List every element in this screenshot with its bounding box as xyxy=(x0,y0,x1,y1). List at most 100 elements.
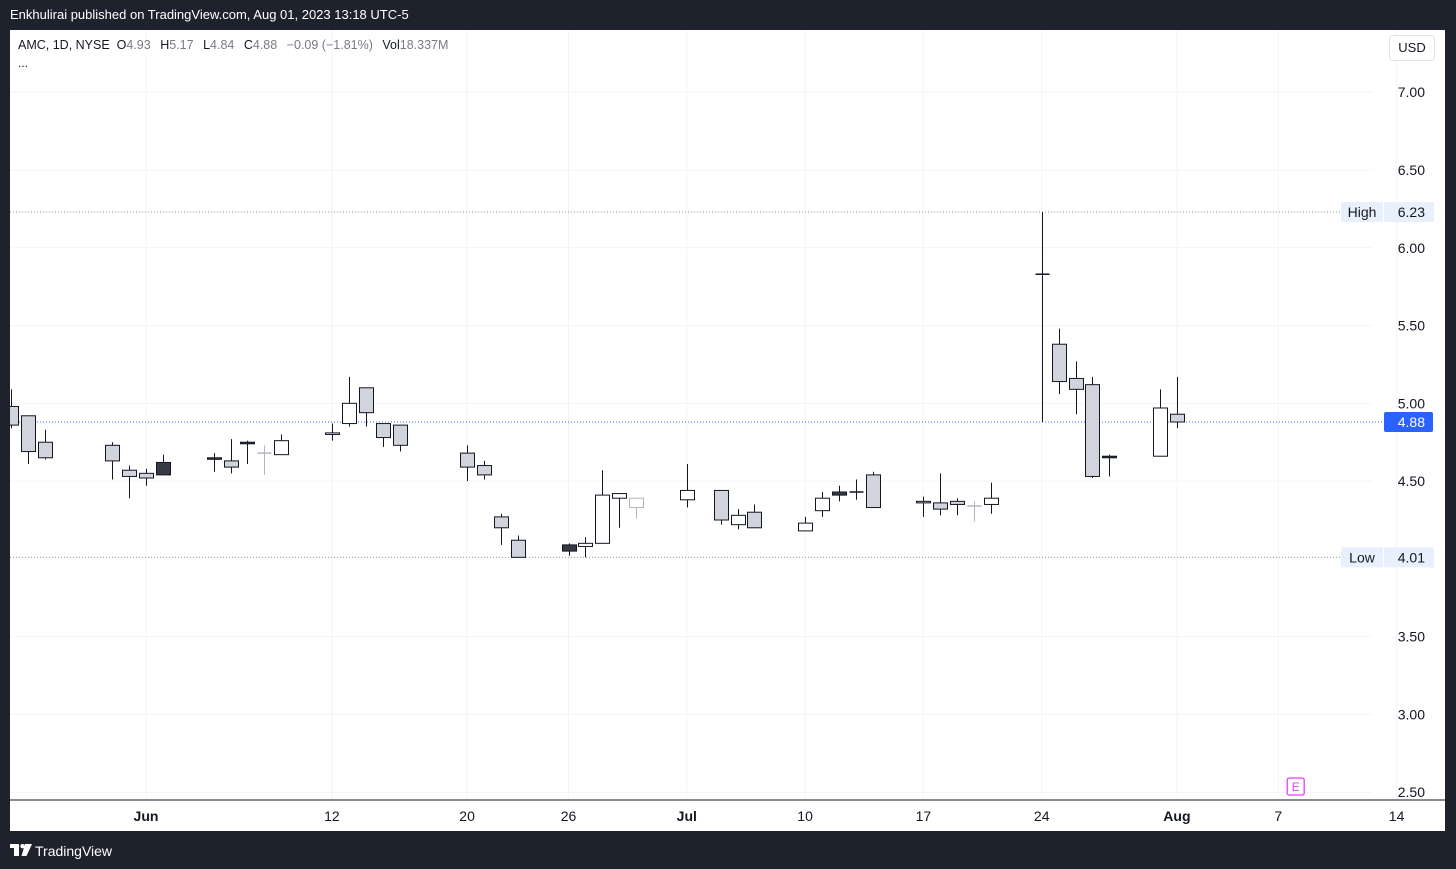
grid xyxy=(10,30,1398,800)
open-value: 4.93 xyxy=(126,38,151,52)
volume-label: Vol xyxy=(382,38,400,52)
candle-body xyxy=(933,502,948,510)
candle xyxy=(342,376,357,427)
change-value: −0.09 (−1.81%) xyxy=(286,38,373,52)
candle xyxy=(866,471,881,509)
candle-body xyxy=(240,441,255,445)
candles xyxy=(10,212,1185,558)
candle-body xyxy=(1052,343,1067,383)
candle-body xyxy=(21,415,36,453)
candle xyxy=(1085,376,1100,478)
footer: TradingView xyxy=(0,831,1456,869)
candle-body xyxy=(747,511,762,529)
candle-body xyxy=(612,493,627,499)
candle xyxy=(460,445,475,482)
reference-lines xyxy=(10,211,1383,558)
candle-body xyxy=(393,424,408,446)
candle xyxy=(916,496,931,517)
candle-body xyxy=(832,491,847,496)
x-tick-label: Jun xyxy=(134,808,159,824)
price-chart[interactable]: 7.00 6.50 6.00 5.50 5.00 4.50 3.50 3.00 2.50 High… xyxy=(10,30,1445,831)
candle xyxy=(578,537,593,558)
x-tick-label: 14 xyxy=(1389,808,1405,824)
low-value: 4.84 xyxy=(210,38,235,52)
candle xyxy=(832,485,847,502)
high-label: High xyxy=(1348,204,1377,220)
y-tick-label: 5.50 xyxy=(1398,318,1425,334)
candle xyxy=(240,440,255,464)
candle xyxy=(849,479,864,500)
candle xyxy=(21,415,36,464)
candle xyxy=(1102,454,1117,477)
chart-panel[interactable]: 7.00 6.50 6.00 5.50 5.00 4.50 3.50 3.00 2.50 High… xyxy=(10,30,1445,831)
candle xyxy=(477,460,492,480)
low-label: L xyxy=(203,38,211,52)
volume-value: 18.337M xyxy=(399,38,449,52)
candle xyxy=(731,509,746,530)
candle-body xyxy=(359,387,374,414)
x-tick-label: 17 xyxy=(916,808,932,824)
candle xyxy=(10,389,19,429)
publish-info: Enkhulirai published on TradingView.com,… xyxy=(0,0,1456,30)
candle-body xyxy=(10,405,19,426)
candle-body xyxy=(629,497,644,509)
candle-body xyxy=(156,461,171,476)
low-value: 4.01 xyxy=(1398,549,1425,565)
candle xyxy=(359,387,374,427)
close-label: C xyxy=(243,38,253,52)
tradingview-logo-icon xyxy=(10,844,32,856)
candle xyxy=(207,453,222,472)
candle xyxy=(393,424,408,452)
candle-body xyxy=(798,522,813,532)
candle xyxy=(1052,328,1067,394)
candle xyxy=(1170,376,1185,429)
x-tick-label: Jul xyxy=(677,808,697,824)
candle xyxy=(1153,389,1168,457)
candle-body xyxy=(562,544,577,552)
candle-body xyxy=(105,444,120,462)
candle xyxy=(105,442,120,480)
candle-body xyxy=(38,441,53,459)
candle xyxy=(376,423,391,447)
y-tick-label: 6.50 xyxy=(1398,162,1425,178)
candle-body xyxy=(916,500,931,504)
symbol-label[interactable]: AMC, 1D, NYSE xyxy=(18,38,110,52)
currency-button[interactable]: USD xyxy=(1389,35,1435,61)
earnings-marker-label: E xyxy=(1292,780,1300,794)
low-label: Low xyxy=(1349,549,1376,565)
x-tick-label: 10 xyxy=(797,808,813,824)
candle-body xyxy=(950,500,965,505)
candle xyxy=(612,493,627,528)
publish-line: Enkhulirai published on TradingView.com,… xyxy=(10,7,409,22)
candle-body xyxy=(1102,455,1117,459)
candle xyxy=(156,454,171,476)
candle-body xyxy=(866,474,881,509)
candle xyxy=(629,497,644,519)
candle-body xyxy=(342,402,357,425)
candle xyxy=(274,434,289,456)
candle xyxy=(1035,212,1050,422)
x-tick-label: 7 xyxy=(1274,808,1282,824)
y-tick-label: 6.00 xyxy=(1398,240,1425,256)
candle-body xyxy=(680,489,695,501)
candle xyxy=(511,535,526,558)
candle xyxy=(798,516,813,532)
candle xyxy=(950,498,965,516)
candle-body xyxy=(578,542,593,547)
candle-body xyxy=(460,452,475,468)
candle xyxy=(967,501,982,522)
open-label: O xyxy=(116,38,127,52)
candle xyxy=(595,470,610,544)
candle xyxy=(325,423,340,441)
candle-body xyxy=(376,423,391,439)
x-tick-label: 20 xyxy=(459,808,475,824)
y-tick-label: 4.50 xyxy=(1398,473,1425,489)
legend-more-button[interactable]: ... xyxy=(18,56,29,70)
candle-body xyxy=(1069,377,1084,390)
last-price-value: 4.88 xyxy=(1398,414,1425,430)
x-tick-label: 26 xyxy=(561,808,577,824)
high-value: 6.23 xyxy=(1398,204,1425,220)
candle-body xyxy=(122,469,137,477)
candle xyxy=(984,482,999,514)
y-tick-label: 2.50 xyxy=(1398,784,1425,800)
